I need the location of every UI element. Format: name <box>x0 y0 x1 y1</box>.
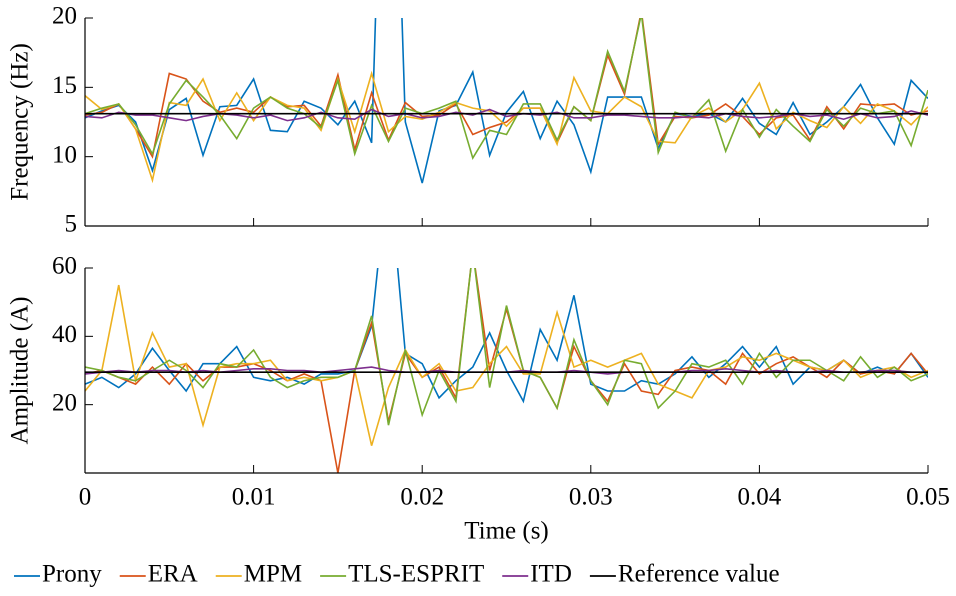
y-tick-label: 5 <box>65 211 78 238</box>
legend-label: ERA <box>148 561 198 588</box>
y-tick-label: 60 <box>52 253 77 280</box>
y-axis-label: Frequency (Hz) <box>7 43 34 201</box>
data-line <box>85 70 928 184</box>
x-tick-label: 0.02 <box>400 484 444 511</box>
legend-label: ITD <box>530 561 572 588</box>
x-tick-label: 0.04 <box>738 484 782 511</box>
data-line <box>85 18 928 161</box>
series-group <box>85 18 928 184</box>
legend-label: MPM <box>244 561 302 588</box>
x-tick-label: 0.01 <box>232 484 276 511</box>
y-tick-label: 20 <box>52 3 77 30</box>
y-tick-label: 15 <box>52 72 77 99</box>
data-line <box>85 268 928 404</box>
y-tick-label: 40 <box>52 321 77 348</box>
data-line <box>85 284 928 446</box>
y-tick-label: 20 <box>52 389 77 416</box>
data-line <box>85 18 928 184</box>
y-axis-label: Amplitude (A) <box>7 297 34 445</box>
data-line <box>85 268 928 473</box>
y-tick-label: 10 <box>52 141 77 168</box>
legend-label: TLS-ESPRIT <box>348 561 484 588</box>
legend-label: Reference value <box>618 561 780 588</box>
legend: Prony ERA MPM TLS-ESPRIT ITD Reference value <box>14 561 780 588</box>
x-axis-label: Time (s) <box>464 518 549 545</box>
legend-label: Prony <box>42 561 102 588</box>
x-tick-label: 0.05 <box>906 484 950 511</box>
series-group <box>85 268 928 473</box>
x-tick-label: 0.03 <box>569 484 613 511</box>
data-line <box>85 268 928 426</box>
x-tick-label: 0 <box>79 484 92 511</box>
